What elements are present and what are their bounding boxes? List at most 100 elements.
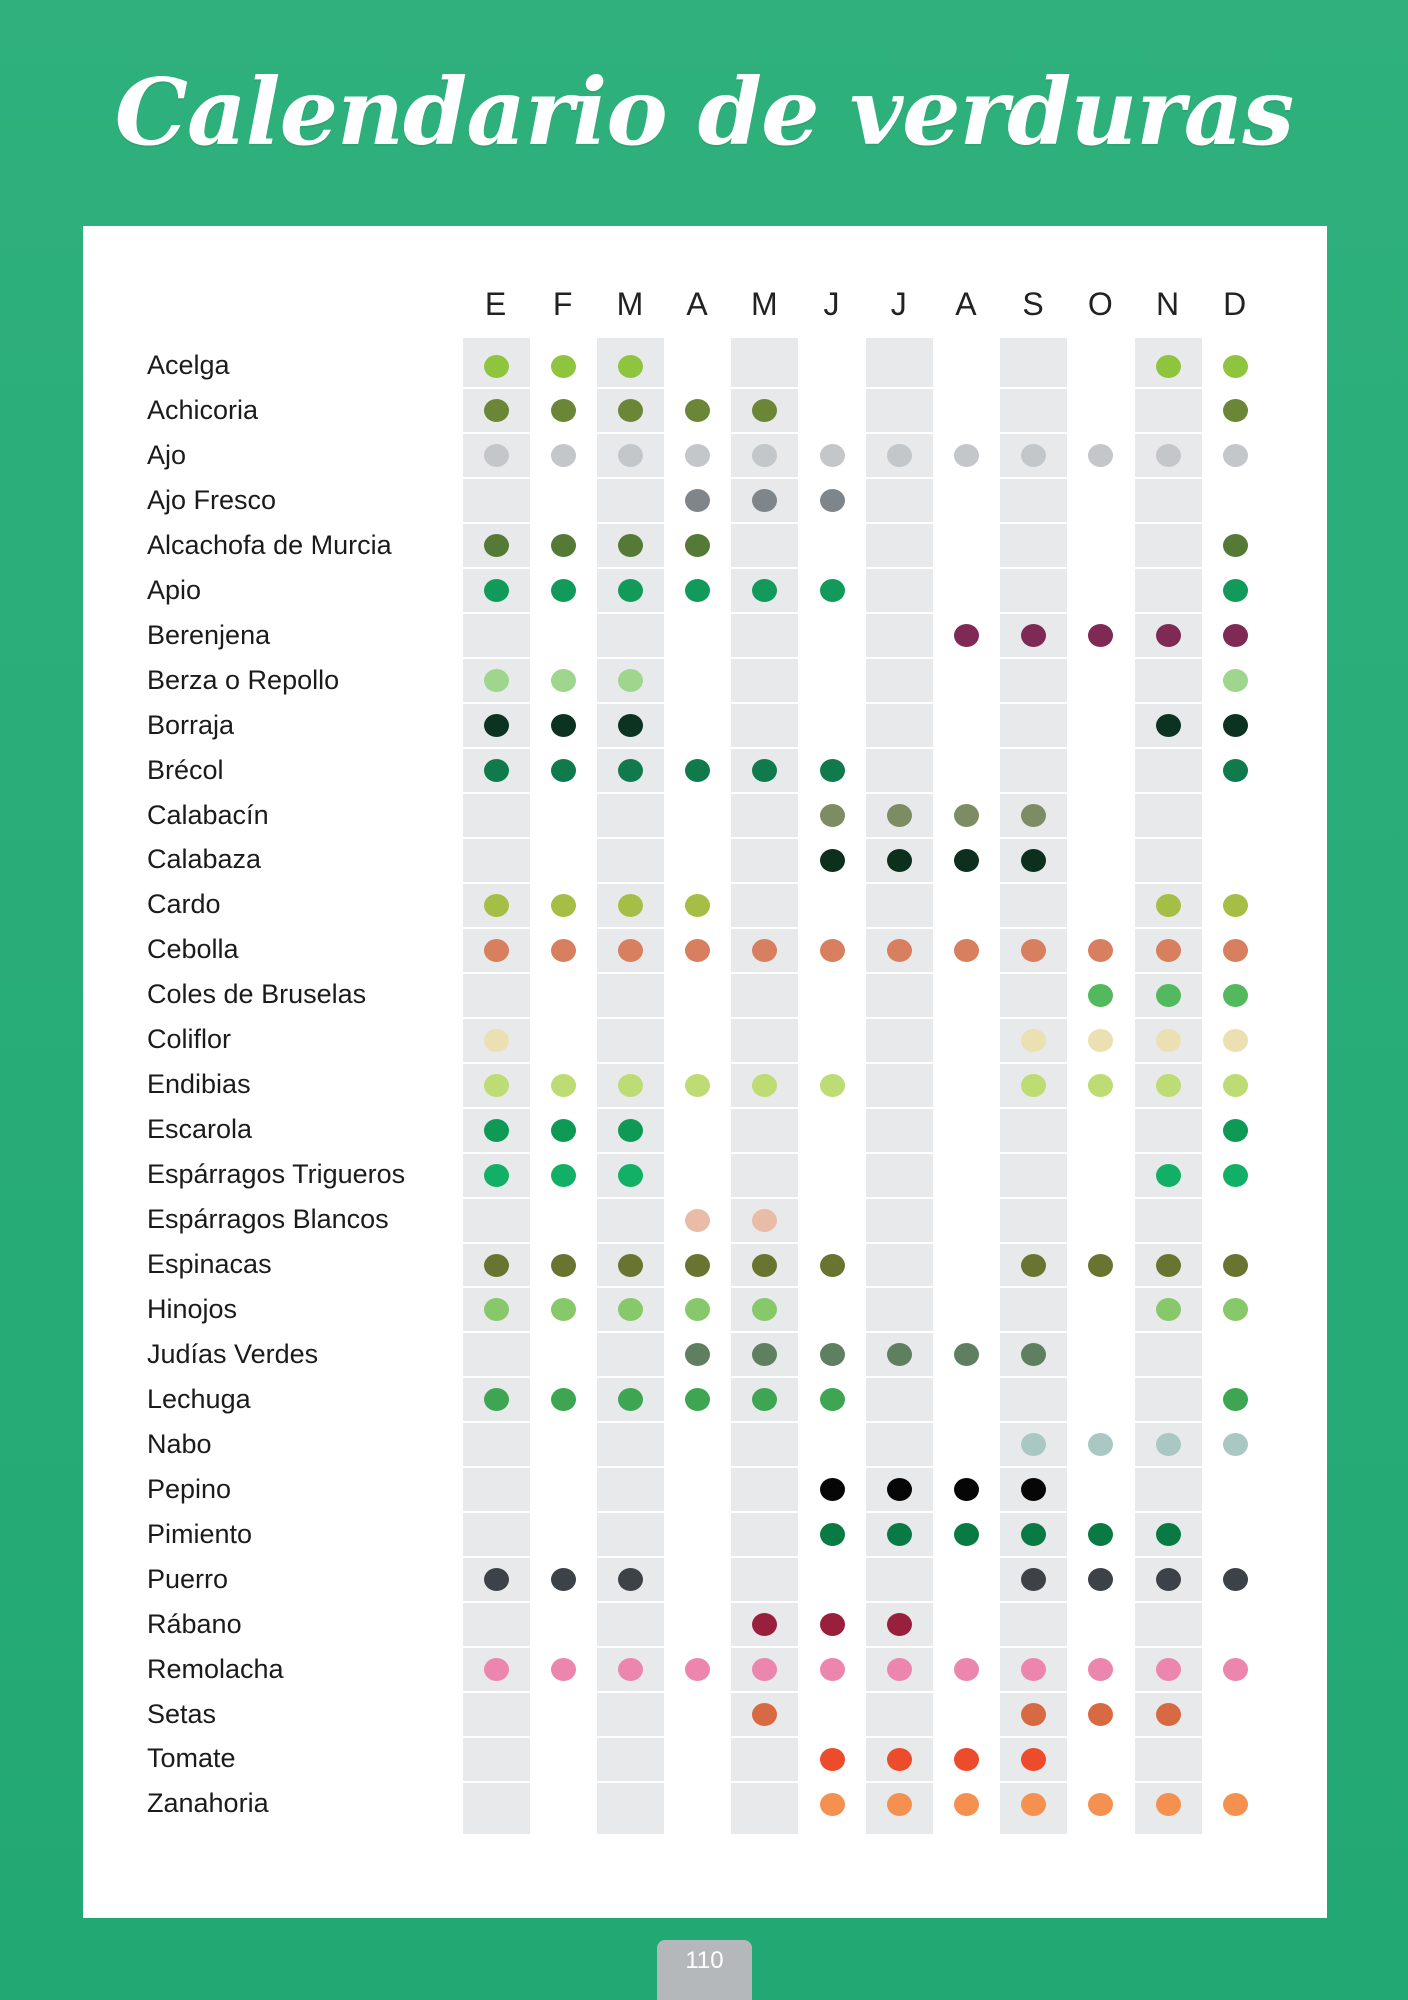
season-dot xyxy=(617,714,643,738)
season-dot xyxy=(1088,1028,1114,1052)
season-dot xyxy=(1155,1073,1181,1097)
season-dot xyxy=(1021,1523,1047,1547)
row-separator xyxy=(460,971,1280,974)
season-dot xyxy=(1222,893,1248,917)
season-dot xyxy=(953,1658,979,1682)
row-separator xyxy=(460,387,1280,390)
season-dot xyxy=(483,938,509,962)
vegetable-label: Achicoria xyxy=(147,394,259,425)
season-dot xyxy=(617,1253,643,1277)
vegetable-label: Espárragos Trigueros xyxy=(147,1159,406,1190)
season-dot xyxy=(752,1343,778,1367)
season-dot xyxy=(886,1523,912,1547)
season-dot xyxy=(752,1613,778,1637)
month-header: M xyxy=(750,286,779,322)
season-dot xyxy=(1088,1253,1114,1277)
season-dot xyxy=(1088,1568,1114,1592)
season-dot xyxy=(550,1253,576,1277)
season-dot xyxy=(886,1478,912,1502)
season-dot xyxy=(1222,399,1248,423)
vegetable-label: Calabacín xyxy=(147,799,269,830)
season-dot xyxy=(819,848,845,872)
row-separator xyxy=(460,1556,1280,1559)
season-dot xyxy=(1155,1658,1181,1682)
vegetable-label: Alcachofa de Murcia xyxy=(147,529,392,560)
vegetable-label: Endibias xyxy=(147,1069,251,1100)
season-dot xyxy=(1155,1163,1181,1187)
month-header: S xyxy=(1022,286,1045,322)
season-dot xyxy=(819,1792,845,1816)
season-dot xyxy=(1021,848,1047,872)
season-dot xyxy=(1155,354,1181,378)
vegetable-label: Rábano xyxy=(147,1608,242,1639)
season-dot xyxy=(752,1298,778,1322)
season-dot xyxy=(819,1253,845,1277)
season-dot xyxy=(1088,1523,1114,1547)
season-dot xyxy=(685,489,711,513)
row-separator xyxy=(460,747,1280,750)
season-dot xyxy=(1021,938,1047,962)
season-dot xyxy=(685,893,711,917)
season-dot xyxy=(483,354,509,378)
row-separator xyxy=(460,567,1280,570)
season-dot xyxy=(1021,804,1047,827)
season-dot xyxy=(752,579,778,603)
season-dot xyxy=(752,444,778,468)
season-dot xyxy=(483,444,509,468)
page-title: Calendario de verduras xyxy=(114,58,1294,166)
season-dot xyxy=(483,1658,509,1682)
season-dot xyxy=(886,1792,912,1816)
vegetable-label: Nabo xyxy=(147,1428,212,1459)
season-dot xyxy=(617,1118,643,1142)
season-dot xyxy=(685,1388,711,1412)
season-dot xyxy=(1222,1118,1248,1142)
season-dot xyxy=(1021,624,1047,648)
season-dot xyxy=(1222,1433,1248,1457)
season-dot xyxy=(483,399,509,423)
season-dot xyxy=(550,669,576,693)
season-dot xyxy=(1222,1568,1248,1592)
vegetable-label: Lechuga xyxy=(147,1383,251,1414)
season-dot xyxy=(617,444,643,468)
row-separator xyxy=(460,792,1280,795)
vegetable-label: Coliflor xyxy=(147,1024,232,1055)
season-dot xyxy=(1222,1073,1248,1097)
vegetable-label: Puerro xyxy=(147,1563,229,1594)
row-separator xyxy=(460,522,1280,525)
season-dot xyxy=(550,1568,576,1592)
season-dot xyxy=(617,1298,643,1322)
season-dot xyxy=(886,444,912,468)
month-header: N xyxy=(1155,286,1181,322)
season-dot xyxy=(550,534,576,558)
month-header: F xyxy=(552,286,574,322)
season-dot xyxy=(685,1343,711,1367)
season-dot xyxy=(550,1298,576,1322)
row-separator xyxy=(460,1196,1280,1199)
season-dot xyxy=(483,1298,509,1322)
row-separator xyxy=(460,1691,1280,1694)
season-dot xyxy=(886,804,912,827)
vegetable-label: Pepino xyxy=(147,1473,232,1504)
season-dot xyxy=(1222,579,1248,603)
vegetable-label: Apio xyxy=(147,574,202,605)
row-separator xyxy=(460,432,1280,435)
row-separator xyxy=(460,702,1280,705)
season-dot xyxy=(752,1703,778,1726)
season-dot xyxy=(886,1343,912,1367)
season-dot xyxy=(886,848,912,872)
season-dot xyxy=(617,1388,643,1412)
vegetable-label: Coles de Bruselas xyxy=(147,979,367,1010)
vegetable-label: Escarola xyxy=(147,1114,253,1145)
season-dot xyxy=(483,714,509,738)
season-dot xyxy=(1088,1658,1114,1682)
vegetable-label: Cardo xyxy=(147,889,221,920)
season-dot xyxy=(685,534,711,558)
season-dot xyxy=(617,399,643,423)
row-separator xyxy=(460,1421,1280,1424)
season-dot xyxy=(1088,1792,1114,1816)
row-separator xyxy=(460,1241,1280,1244)
season-dot xyxy=(819,1747,845,1771)
season-dot xyxy=(617,354,643,378)
season-dot xyxy=(1088,1433,1114,1457)
season-dot xyxy=(819,489,845,513)
